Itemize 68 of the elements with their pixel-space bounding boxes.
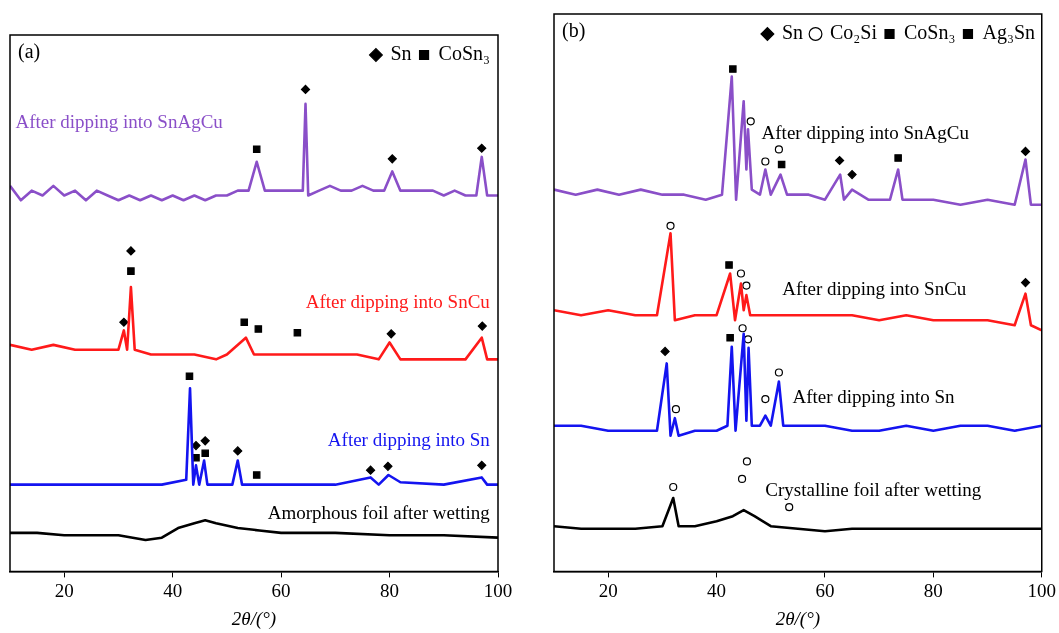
x-tick-label: 40 <box>163 579 183 601</box>
point <box>894 154 902 162</box>
point <box>126 246 136 256</box>
point <box>387 154 397 164</box>
x-axis-title: 2θ/(°) <box>231 607 277 630</box>
x-tick-label: 100 <box>1027 579 1056 601</box>
legend-label: Sn <box>390 42 412 65</box>
point <box>383 461 393 471</box>
point <box>725 261 733 269</box>
point <box>761 157 770 166</box>
x-tick-label: 20 <box>598 579 618 601</box>
point <box>365 465 376 475</box>
series-label: After dipping into SnAgCu <box>761 122 970 144</box>
point <box>847 169 857 180</box>
legend-label: CoSn₃ <box>438 42 490 65</box>
point <box>742 281 751 290</box>
point <box>185 372 194 380</box>
point <box>835 155 845 166</box>
x-tick-label: 60 <box>815 579 835 601</box>
point <box>386 329 396 339</box>
series-label: After dipping into SnCu <box>305 290 491 312</box>
x-tick-label: 100 <box>483 579 513 601</box>
point <box>737 474 747 484</box>
point <box>127 267 135 275</box>
point <box>671 405 681 414</box>
point <box>201 449 209 458</box>
chart-title: (a) <box>18 40 41 64</box>
series-label: Amorphous foil after wetting <box>267 501 491 523</box>
point <box>477 143 487 153</box>
point <box>742 457 752 466</box>
point <box>669 482 678 492</box>
x-tick-label: 80 <box>923 579 943 601</box>
point <box>774 145 784 154</box>
legend-label: CoSn₃ <box>904 21 956 44</box>
legend-label: Sn <box>781 21 804 44</box>
series-label: After dipping into Sn <box>792 386 955 408</box>
series-label: Crystalline foil after wetting <box>765 479 982 501</box>
point <box>738 324 747 333</box>
point <box>785 503 794 512</box>
point <box>240 318 249 327</box>
point <box>477 460 487 470</box>
x-tick-label: 60 <box>271 579 291 601</box>
point <box>200 436 210 446</box>
point <box>761 395 770 404</box>
point <box>660 346 670 356</box>
x-tick-label: 40 <box>707 579 727 601</box>
point <box>746 117 755 126</box>
chart-title: (b) <box>562 19 586 43</box>
point <box>119 317 129 327</box>
legend-label: Ag₃Sn <box>982 21 1036 45</box>
text: After dipping into SnAgCu <box>15 111 224 133</box>
x-tick-label: 20 <box>54 579 74 601</box>
point <box>252 471 261 479</box>
point <box>252 145 261 153</box>
point <box>666 221 675 230</box>
point <box>477 321 487 331</box>
point <box>726 334 734 342</box>
point <box>736 269 746 278</box>
point <box>293 329 302 337</box>
series-label: After dipping into Sn <box>327 429 491 451</box>
point <box>774 368 784 377</box>
point <box>729 65 737 73</box>
point <box>233 446 243 456</box>
legend-label: Co₂Si <box>830 21 878 44</box>
x-tick-label: 80 <box>380 579 400 601</box>
point <box>254 325 263 333</box>
series-label: After dipping into SnCu <box>782 278 967 300</box>
x-axis-title: 2θ/(°) <box>775 607 821 630</box>
